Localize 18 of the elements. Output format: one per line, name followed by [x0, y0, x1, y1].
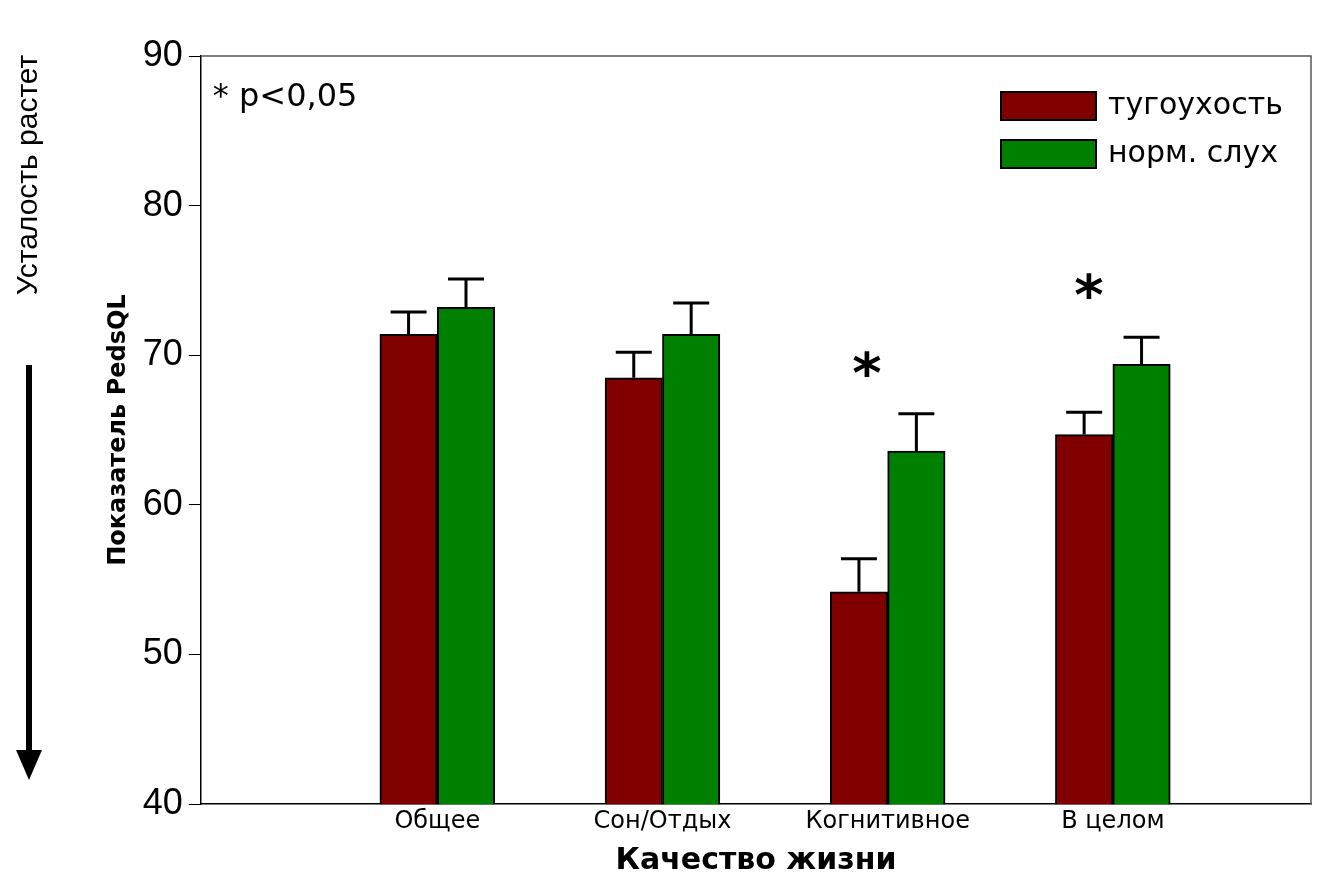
text: Усталость растет [10, 53, 44, 298]
y-tick-label: 60 [142, 481, 183, 523]
annotation: * [1074, 261, 1104, 327]
y-tick-label: 80 [142, 182, 183, 224]
x-axis-title: Качество жизни [615, 840, 897, 876]
legend-label: норм. слух [1108, 133, 1278, 169]
annotation: * p<0,05 [212, 76, 358, 115]
y-tick-label: 40 [142, 781, 183, 823]
x-tick-label: Когнитивное [805, 805, 970, 834]
annotation: * [852, 340, 882, 406]
x-tick-label: Общее [394, 805, 481, 834]
x-tick-label: Сон/Отдых [593, 805, 732, 834]
y-axis-title: Показатель PedsQL [102, 294, 131, 566]
y-tick-label: 90 [142, 32, 183, 74]
y-tick-label: 70 [142, 332, 183, 374]
legend-label: тугоухость [1108, 85, 1283, 121]
y-tick-label: 50 [142, 631, 183, 673]
x-tick-label: В целом [1061, 805, 1165, 834]
